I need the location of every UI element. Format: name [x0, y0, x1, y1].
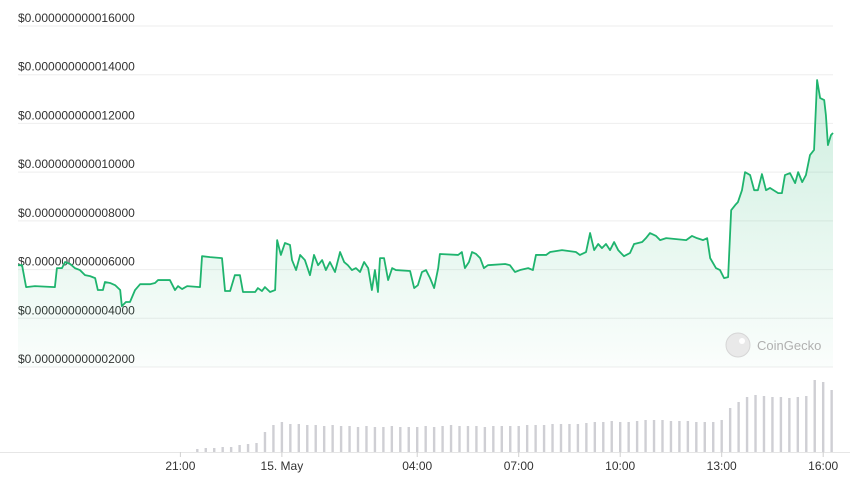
volume-bar — [390, 426, 394, 452]
volume-bar — [221, 447, 224, 452]
volume-bar — [466, 426, 470, 452]
x-tick-label: 15. May — [261, 459, 304, 473]
volume-bar — [788, 398, 791, 452]
volume-bar — [771, 397, 774, 452]
volume-bar — [585, 423, 588, 452]
watermark: CoinGecko — [725, 332, 821, 358]
volume-bar — [263, 432, 267, 452]
volume-bar — [813, 380, 816, 452]
volume-bar — [576, 424, 580, 452]
volume-bar — [500, 426, 503, 452]
volume-bar — [213, 448, 216, 452]
volume-bar — [492, 426, 495, 452]
volume-bar — [246, 444, 250, 452]
volume-bar — [432, 427, 436, 452]
volume-bar — [509, 426, 512, 452]
price-area — [18, 80, 833, 367]
watermark-text: CoinGecko — [757, 338, 821, 353]
volume-bar — [728, 408, 732, 452]
volume-bar — [399, 427, 402, 452]
volume-bar — [348, 426, 351, 452]
volume-bar — [204, 448, 207, 452]
volume-bar — [635, 421, 639, 452]
volume-bar — [306, 425, 309, 452]
volume-bar — [593, 422, 597, 452]
volume-bar — [314, 425, 317, 452]
volume-bar — [830, 390, 833, 452]
volume-bar — [610, 421, 613, 452]
volume-bar — [745, 397, 749, 452]
volume-bar — [289, 424, 292, 452]
volume-bar — [559, 424, 563, 452]
x-tick-label: 10:00 — [605, 459, 635, 473]
volume-bar — [703, 422, 706, 452]
volume-bar — [720, 420, 723, 452]
volume-bar — [525, 425, 529, 452]
volume-bar — [424, 426, 427, 452]
volume-bar — [416, 427, 419, 452]
volume-bar — [441, 426, 444, 452]
volume-bar — [602, 422, 605, 452]
volume-bar — [196, 449, 199, 452]
volume-bar — [407, 427, 410, 452]
volume-bar — [449, 425, 453, 452]
y-tick-label: $0.000000000006000 — [18, 255, 135, 269]
volume-bar — [568, 424, 571, 452]
volume-bar — [754, 395, 757, 452]
volume-bar — [339, 426, 343, 452]
y-tick-label: $0.000000000010000 — [18, 157, 135, 171]
volume-bar — [272, 425, 275, 452]
y-tick-label: $0.000000000016000 — [18, 11, 135, 25]
volume-bar — [678, 421, 681, 452]
y-tick-label: $0.000000000012000 — [18, 108, 135, 122]
x-tick-label: 13:00 — [707, 459, 737, 473]
volume-bar — [365, 426, 368, 452]
volume-bar — [821, 382, 825, 452]
watermark-logo — [725, 332, 751, 358]
volume-bar — [322, 426, 326, 452]
volume-bar — [483, 427, 487, 452]
volume-bar — [534, 425, 537, 452]
volume-bar — [695, 422, 698, 452]
volume-bar — [331, 425, 334, 452]
volume-bar — [619, 422, 622, 452]
x-tick-label: 21:00 — [165, 459, 195, 473]
volume-bar — [644, 420, 647, 452]
x-tick-label: 07:00 — [504, 459, 534, 473]
y-tick-label: $0.000000000014000 — [18, 60, 135, 74]
volume-bar — [373, 427, 377, 452]
volume-bar — [297, 424, 301, 452]
volume-bar — [661, 420, 664, 452]
volume-bar — [255, 443, 258, 452]
x-tick-label: 04:00 — [402, 459, 432, 473]
x-tick-label: 16:00 — [808, 459, 838, 473]
y-tick-label: $0.000000000008000 — [18, 206, 135, 220]
volume-bar — [458, 426, 461, 452]
volume-bar — [280, 422, 284, 452]
volume-bar — [762, 396, 766, 452]
watermark-logo-eye — [739, 338, 745, 344]
volume-bar — [517, 426, 520, 452]
volume-bar — [382, 427, 385, 452]
volume-bar — [805, 396, 808, 452]
volume-bar — [238, 445, 241, 452]
volume-bar — [551, 424, 554, 452]
volume-bar — [652, 420, 656, 452]
volume-bar — [356, 427, 360, 452]
volume-bar — [542, 425, 546, 452]
volume-bar — [627, 422, 630, 452]
volume-bar — [229, 447, 233, 452]
volume-bar — [669, 421, 673, 452]
volume-bar — [712, 422, 715, 452]
volume-bar — [737, 402, 740, 452]
volume-bar — [475, 426, 478, 452]
volume-bar — [686, 421, 690, 452]
price-line — [18, 79, 834, 308]
volume-bar — [779, 397, 783, 452]
volume-bar — [796, 397, 800, 452]
